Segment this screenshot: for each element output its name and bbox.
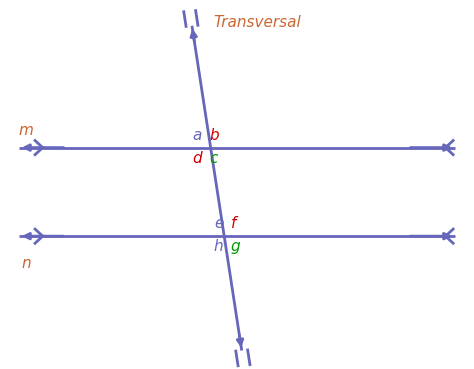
Text: m: m [18, 123, 34, 138]
Text: d: d [192, 151, 202, 166]
Text: g: g [231, 239, 240, 254]
Text: b: b [210, 128, 219, 143]
Text: c: c [210, 151, 218, 166]
Text: Transversal: Transversal [213, 15, 301, 30]
Text: f: f [231, 216, 236, 231]
Text: n: n [21, 256, 31, 272]
Text: h: h [214, 239, 223, 254]
Text: a: a [192, 128, 202, 143]
Text: e: e [214, 216, 223, 231]
